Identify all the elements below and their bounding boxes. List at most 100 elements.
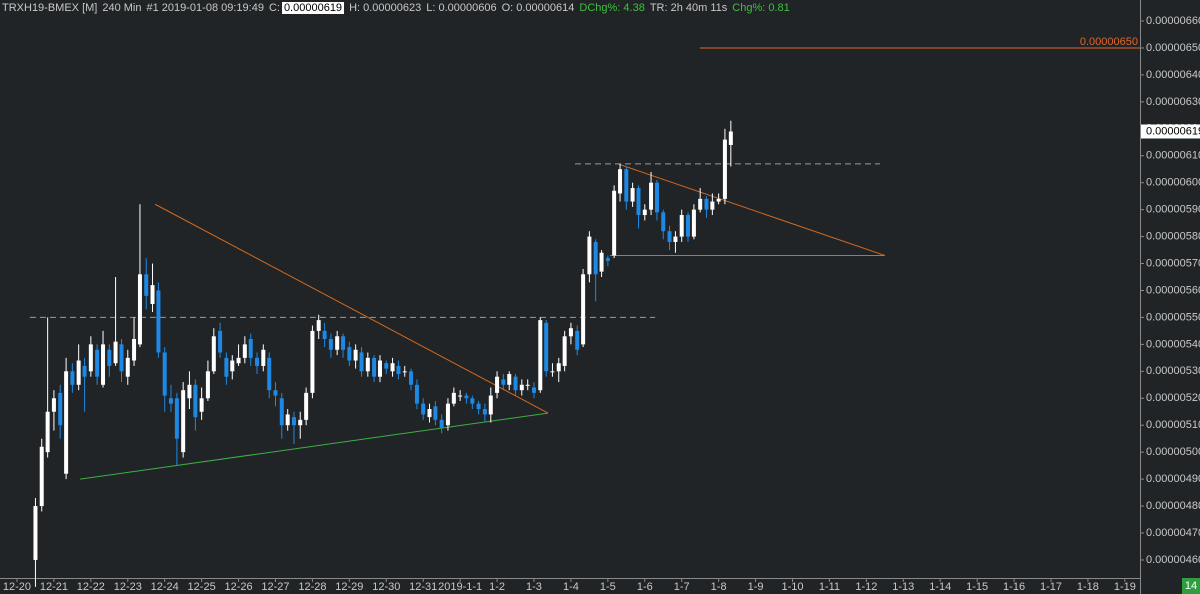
- candle-body: [421, 403, 426, 415]
- y-tick-label: 0.00000530: [1146, 365, 1200, 377]
- candle-body: [242, 344, 247, 358]
- x-tick-label: 12-29: [335, 581, 363, 593]
- candle-body: [378, 360, 382, 377]
- candle-body: [82, 365, 87, 377]
- candle-body: [630, 188, 635, 202]
- candle-body: [691, 209, 696, 237]
- candle-body: [365, 357, 370, 372]
- candle-body: [95, 349, 100, 377]
- candle-body: [525, 384, 530, 386]
- candle-body: [427, 409, 432, 418]
- candle-body: [513, 376, 518, 391]
- candle-body: [267, 357, 272, 391]
- candle-body: [359, 352, 364, 372]
- drawing-line: [154, 203, 549, 414]
- drawing-line: [80, 412, 549, 480]
- x-tick-label: 1-4: [563, 581, 579, 593]
- candle-body: [562, 336, 567, 366]
- candle-body: [624, 169, 629, 202]
- candle-body: [335, 336, 340, 350]
- x-tick-label: 12-21: [40, 581, 68, 593]
- candle-body: [88, 344, 93, 372]
- header: TRXH19-BMEX [M] 240 Min #1 2019-01-08 09:1…: [2, 1, 795, 15]
- candle-body: [156, 290, 161, 353]
- x-tick-label: 12-24: [151, 581, 179, 593]
- candle-body: [33, 506, 38, 560]
- candle-body: [168, 398, 173, 404]
- candle-body: [716, 198, 721, 202]
- y-tick-label: 0.00000520: [1146, 392, 1200, 404]
- candle-body: [316, 320, 321, 331]
- y-tick-label: 0.00000590: [1146, 204, 1200, 216]
- candle-body: [390, 363, 395, 372]
- x-tick-label: 12-20: [3, 581, 31, 593]
- candle-body: [507, 374, 512, 385]
- y-tick-label: 0.00000500: [1146, 446, 1200, 458]
- header-item: Chg%: 0.81: [732, 2, 790, 14]
- price-axis-bg: [1140, 0, 1200, 594]
- y-tick-label: 0.00000490: [1146, 473, 1200, 485]
- y-tick-label: 0.00000480: [1146, 500, 1200, 512]
- x-tick-label: 1-16: [1003, 581, 1025, 593]
- x-tick-label: 12-25: [188, 581, 216, 593]
- candle-body: [458, 395, 463, 397]
- candle-body: [587, 236, 592, 275]
- x-tick-label: 1-15: [966, 581, 988, 593]
- candle-body: [470, 398, 475, 404]
- candle-body: [414, 384, 419, 404]
- candle-body: [704, 198, 709, 210]
- candle-body: [550, 371, 555, 373]
- candle-body: [132, 338, 137, 361]
- candle-body: [174, 398, 179, 439]
- y-tick-label: 0.00000600: [1146, 177, 1200, 189]
- candle-body: [593, 241, 598, 275]
- candle-body: [519, 384, 524, 391]
- candle-body: [218, 330, 223, 353]
- candle-body: [298, 419, 303, 426]
- candle-body: [667, 231, 672, 242]
- candle-body: [433, 406, 438, 420]
- x-tick-label: 1-10: [781, 581, 803, 593]
- candle-body: [285, 414, 290, 426]
- header-item: 240 Min: [102, 2, 142, 14]
- x-tick-label: 1-19: [1114, 581, 1136, 593]
- y-tick-label: 0.00000650: [1146, 42, 1200, 54]
- x-tick-label: 1-8: [711, 581, 727, 593]
- y-tick-label: 0.00000540: [1146, 338, 1200, 350]
- candle-body: [236, 357, 241, 364]
- y-tick-label: 0.00000550: [1146, 311, 1200, 323]
- header-item: DChg%: 4.38: [579, 2, 645, 14]
- candle-body: [599, 252, 604, 272]
- candle-body: [636, 188, 641, 216]
- candle-body: [107, 349, 112, 366]
- candle-body: [685, 215, 690, 237]
- x-tick-label: 12-26: [224, 581, 252, 593]
- candle-body: [328, 338, 333, 350]
- x-tick-label: 1-18: [1077, 581, 1099, 593]
- candle-body: [568, 328, 573, 337]
- candle-body: [451, 392, 456, 404]
- candle-body: [544, 322, 549, 372]
- last-price-box: [1141, 124, 1200, 139]
- x-tick-label: 1-12: [855, 581, 877, 593]
- candle-body: [649, 182, 654, 210]
- candle-body: [150, 285, 155, 304]
- y-tick-label: 0.00000560: [1146, 284, 1200, 296]
- y-tick-label: 0.00000580: [1146, 230, 1200, 242]
- candle-body: [101, 344, 106, 385]
- x-tick-label: 2019-1-1: [438, 581, 482, 593]
- header-item: 0.00000619: [281, 2, 345, 14]
- candle-body: [445, 403, 450, 426]
- candle-body: [144, 274, 149, 296]
- candle-body: [125, 357, 130, 377]
- candle-body: [76, 360, 81, 385]
- candle-body: [181, 390, 186, 453]
- candle-body: [211, 336, 216, 372]
- candle-body: [612, 190, 617, 256]
- last-price-label: 0.00000619: [1146, 125, 1200, 137]
- candle-body: [64, 371, 69, 474]
- drawing-label: 0.00000650: [1080, 36, 1138, 48]
- candle-body: [347, 347, 352, 361]
- y-tick-label: 0.00000640: [1146, 69, 1200, 81]
